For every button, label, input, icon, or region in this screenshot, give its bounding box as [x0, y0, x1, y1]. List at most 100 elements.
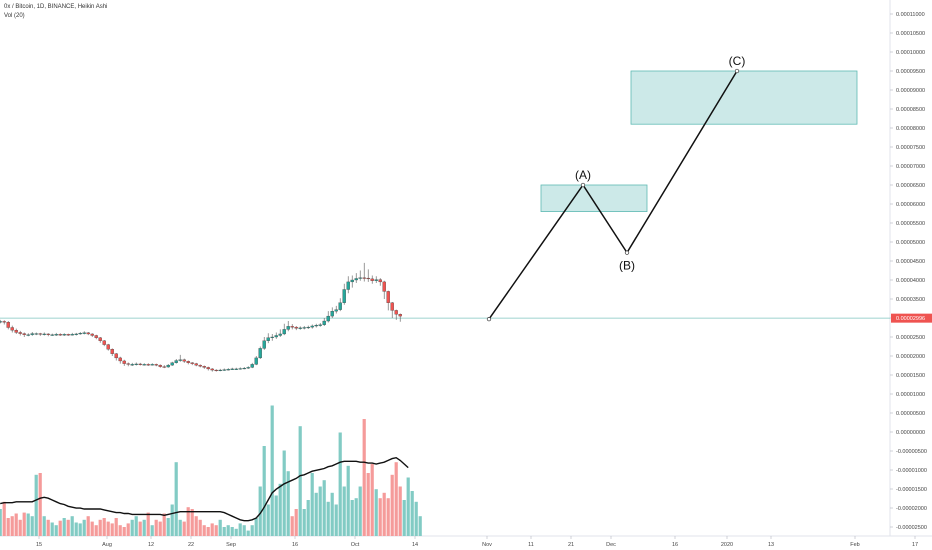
- volume-moving-average: [0, 456, 409, 522]
- volume-bar: [2, 501, 6, 536]
- candle-body: [298, 327, 302, 329]
- candle-body: [182, 359, 186, 362]
- candle-body: [102, 340, 106, 345]
- volume-bar: [286, 471, 290, 536]
- volume-bar: [190, 509, 194, 536]
- time-tick-label: 21: [568, 542, 574, 548]
- volume-bar: [258, 486, 262, 536]
- wave-label: (C): [729, 54, 746, 68]
- candle-body: [206, 367, 210, 370]
- volume-bar: [262, 446, 266, 536]
- volume-bar: [414, 501, 418, 536]
- volume-bar: [166, 518, 170, 536]
- volume-bar: [314, 492, 318, 536]
- target-zones: [540, 70, 858, 213]
- volume-bar: [358, 486, 362, 536]
- volume-bar: [126, 523, 130, 536]
- candle-body: [330, 311, 334, 317]
- time-tick-label: 16: [672, 542, 678, 548]
- candle-body: [170, 362, 174, 366]
- candle-body: [294, 326, 298, 329]
- volume-bar: [18, 519, 22, 536]
- candle-body: [354, 278, 358, 281]
- volume-bar: [386, 498, 390, 536]
- volume-bar: [298, 426, 302, 536]
- price-tick-label: 0.00003500: [896, 297, 925, 303]
- candle-body: [234, 368, 238, 370]
- volume-bar: [410, 491, 414, 536]
- volume-bar: [210, 523, 214, 536]
- volume-bar: [250, 525, 254, 536]
- volume-bar: [402, 500, 406, 536]
- volume-bar: [202, 525, 206, 536]
- volume-bar: [26, 513, 30, 536]
- candle-body: [54, 334, 58, 336]
- price-tick-label: 0.00004000: [896, 278, 925, 284]
- time-tick-label: 17: [912, 542, 918, 548]
- candle-body: [326, 315, 330, 322]
- candle-body: [226, 369, 230, 371]
- time-tick-label: 11: [528, 542, 534, 548]
- volume-bar: [186, 507, 190, 536]
- price-axis: 0.00011000 0.00010500 0.00010000 0.00009500…: [889, 0, 927, 536]
- volume-bar: [242, 525, 246, 536]
- volume-bar: [294, 509, 298, 536]
- volume-bar: [170, 504, 174, 536]
- candle-body: [194, 363, 198, 366]
- volume-bar: [146, 512, 150, 536]
- candle-body: [142, 364, 146, 366]
- candle-body: [342, 289, 346, 303]
- volume-bar: [382, 492, 386, 536]
- volume-bar: [62, 518, 66, 536]
- candle-body: [378, 279, 382, 283]
- candle-body: [370, 278, 374, 281]
- candle-body: [122, 360, 126, 364]
- wave-label: (A): [575, 168, 591, 182]
- time-tick-label: 13: [768, 542, 774, 548]
- candle-body: [0, 321, 2, 323]
- candle-body: [146, 364, 150, 366]
- candle-body: [306, 326, 310, 329]
- price-tick-label: 0.00010000: [896, 50, 925, 56]
- volume-bar: [302, 509, 306, 536]
- volume-bar: [246, 530, 250, 536]
- volume-bar: [418, 516, 422, 536]
- volume-bar: [306, 500, 310, 536]
- volume-bar: [150, 525, 154, 536]
- volume-bar: [338, 432, 342, 536]
- candle-body: [270, 336, 274, 338]
- volume-bar: [122, 527, 126, 536]
- candle-body: [98, 337, 102, 341]
- candle-body: [290, 326, 294, 328]
- candle-body: [230, 368, 234, 370]
- candle-body: [66, 334, 70, 336]
- candle-body: [258, 348, 262, 359]
- candle-body: [46, 333, 50, 335]
- candle-body: [22, 333, 26, 335]
- time-tick-label: Aug: [102, 542, 112, 548]
- candle-body: [166, 364, 170, 368]
- volume-bar: [366, 473, 370, 536]
- volume-ma-line: [0, 456, 409, 522]
- candle-body: [262, 340, 266, 349]
- candle-body: [178, 359, 182, 361]
- candle-body: [198, 364, 202, 367]
- candle-body: [302, 327, 306, 329]
- wave-pivot-point: [580, 182, 586, 188]
- candle-body: [254, 357, 258, 365]
- volume-bar: [198, 519, 202, 536]
- time-tick-label: Dec: [606, 542, 616, 548]
- candle-body: [94, 335, 98, 338]
- volume-bar: [106, 521, 110, 536]
- candle-body: [394, 310, 398, 315]
- volume-bar: [182, 521, 186, 536]
- price-tick-label: 0.00005000: [896, 240, 925, 246]
- volume-bar: [326, 501, 330, 536]
- candle-body: [38, 333, 42, 335]
- volume-bar: [66, 519, 70, 536]
- candle-body: [398, 314, 402, 317]
- candle-body: [246, 367, 250, 369]
- volume-bar: [218, 519, 222, 536]
- volume-bar: [214, 525, 218, 536]
